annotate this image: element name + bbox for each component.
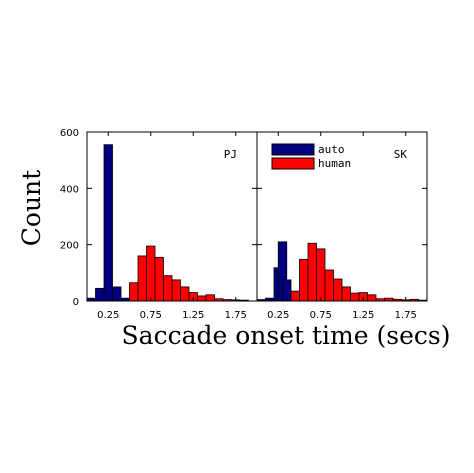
x-tick-label: 0.75 — [140, 310, 162, 321]
axes-layer — [86, 131, 428, 302]
bar-auto-sk — [282, 279, 292, 302]
bars-layer — [86, 144, 428, 302]
legend-label-human: human — [318, 157, 351, 170]
y-axis-title: Count — [17, 170, 46, 246]
bar-human-pj — [129, 282, 139, 302]
legend-label-auto: auto — [318, 143, 345, 156]
x-axis-title: Saccade onset time (secs) — [122, 321, 451, 350]
y-tick-label: 600 — [60, 128, 79, 139]
x-tick-label: 1.25 — [182, 310, 204, 321]
bar-human-sk — [367, 294, 377, 302]
bar-human-pj — [137, 255, 147, 302]
x-tick-label: 0.25 — [267, 310, 289, 321]
x-tick-label: 0.75 — [310, 310, 332, 321]
x-tick-label: 1.75 — [395, 310, 417, 321]
panel-label: PJ — [224, 148, 237, 161]
bar-human-sk — [316, 248, 326, 302]
panel-label: SK — [394, 148, 408, 161]
bar-human-pj — [146, 245, 156, 302]
bar-human-pj — [205, 294, 215, 302]
bar-human-pj — [171, 279, 181, 302]
x-tick-label: 0.25 — [97, 310, 119, 321]
bar-human-pj — [154, 256, 164, 302]
bar-auto-pj — [95, 287, 105, 302]
y-tick-label: 400 — [60, 184, 79, 195]
bar-human-pj — [197, 295, 207, 302]
panel-frame — [256, 131, 428, 302]
bar-human-sk — [333, 278, 343, 302]
legend-swatch-human — [271, 157, 315, 170]
bar-human-pj — [163, 275, 173, 302]
bar-human-sk — [290, 290, 300, 302]
bar-human-sk — [307, 242, 317, 302]
bar-auto-pj — [112, 286, 122, 302]
x-tick-label: 1.75 — [225, 310, 247, 321]
bar-human-sk — [324, 269, 334, 302]
bar-human-sk — [350, 292, 360, 302]
x-tick-label: 1.25 — [352, 310, 374, 321]
y-tick-label: 200 — [60, 241, 79, 252]
bar-human-sk — [341, 286, 351, 302]
legend-swatch-auto — [271, 143, 315, 156]
y-tick-label: 0 — [73, 297, 79, 308]
bar-human-sk — [299, 258, 309, 302]
text-layer: 0.25 0.75 1.25 1.75 PJ 0.25 0.75 1.25 1.75 SK 0 200… — [17, 128, 450, 350]
bar-human-pj — [180, 286, 190, 302]
bar-auto-pj — [103, 144, 113, 302]
